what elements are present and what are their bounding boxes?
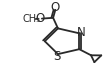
Text: O: O xyxy=(51,1,60,14)
Text: CH₃: CH₃ xyxy=(22,14,40,24)
Text: N: N xyxy=(77,26,86,39)
Text: O: O xyxy=(35,12,44,25)
Text: S: S xyxy=(54,50,61,63)
